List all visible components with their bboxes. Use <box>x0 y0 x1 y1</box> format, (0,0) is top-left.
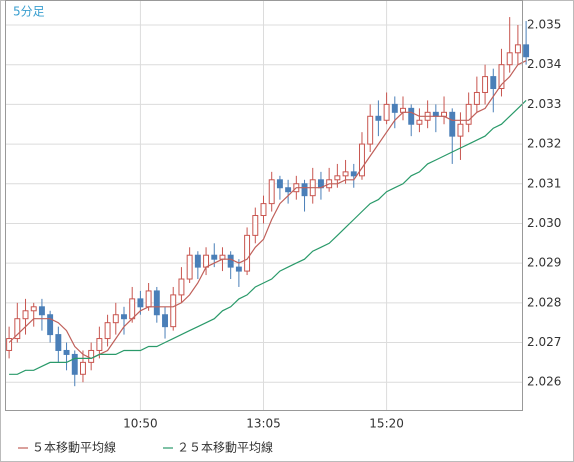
candle-body <box>170 294 177 328</box>
subtitle: 5分足 <box>13 5 45 19</box>
candle-body <box>260 203 267 217</box>
candle-body <box>523 44 530 58</box>
candle-body <box>457 123 464 137</box>
candle-body <box>498 64 505 90</box>
candle-body <box>227 254 234 268</box>
candle-body <box>359 143 365 177</box>
candle-body <box>121 314 127 320</box>
candle-body <box>490 76 497 90</box>
candle-body <box>194 254 201 268</box>
candle-body <box>432 111 439 117</box>
candle-body <box>268 179 275 205</box>
candle-body <box>88 349 95 363</box>
candle-body <box>383 103 390 121</box>
candle-body <box>276 179 283 189</box>
candle-body <box>334 175 341 181</box>
candle-body <box>285 187 292 193</box>
plot-area <box>5 0 530 410</box>
candle-body <box>375 115 382 121</box>
candle-body <box>30 306 37 312</box>
y-tick-label: 2.029 <box>527 256 561 270</box>
candle-body <box>137 298 144 308</box>
candle-body <box>391 103 398 113</box>
candle-body <box>153 290 160 316</box>
candle-body <box>96 338 103 351</box>
x-tick-label: 13:05 <box>246 417 281 431</box>
y-tick-label: 2.032 <box>527 137 561 151</box>
candle-body <box>38 306 45 316</box>
plot-border <box>5 0 523 411</box>
y-tick-label: 2.028 <box>527 295 561 309</box>
candle-body <box>408 107 415 125</box>
ma-line <box>9 99 527 375</box>
legend-label: ５本移動平均線 <box>32 440 116 455</box>
candle-body <box>22 310 29 320</box>
candle-body <box>14 318 21 340</box>
candle-body <box>244 234 251 272</box>
candle-body <box>449 111 456 137</box>
candle-body <box>342 171 349 177</box>
candle-body <box>211 254 218 260</box>
candle-body <box>71 353 78 375</box>
candle-body <box>162 314 168 328</box>
candle-body <box>473 91 480 105</box>
candle-body <box>301 183 308 197</box>
candle-body <box>482 76 489 93</box>
y-tick-label: 2.031 <box>527 176 561 190</box>
candle-body <box>350 171 357 177</box>
candle-body <box>252 215 259 236</box>
candle-body <box>47 314 54 336</box>
candle-body <box>514 44 521 54</box>
candle-body <box>178 278 185 296</box>
y-tick-label: 2.033 <box>527 97 561 111</box>
candle-body <box>79 361 86 375</box>
legend-label: ２５本移動平均線 <box>177 440 273 455</box>
candle-body <box>235 266 242 272</box>
candle-body <box>104 322 111 340</box>
candle-body <box>416 119 423 125</box>
candle-body <box>112 314 119 324</box>
candle-body <box>6 338 13 351</box>
x-tick-label: 10:50 <box>123 417 158 431</box>
candle-body <box>367 115 374 145</box>
candle-body <box>129 298 136 320</box>
y-tick-label: 2.035 <box>527 18 561 32</box>
y-tick-label: 2.030 <box>527 216 561 230</box>
y-tick-label: 2.034 <box>527 57 561 71</box>
candle-body <box>63 349 70 355</box>
candle-body <box>186 254 193 280</box>
x-tick-label: 15:20 <box>369 417 404 431</box>
y-tick-label: 2.027 <box>527 335 561 349</box>
candle-body <box>441 111 448 117</box>
candle-body <box>465 103 472 125</box>
candle-body <box>219 254 226 260</box>
candle-body <box>55 334 62 351</box>
candle-body <box>506 52 513 66</box>
y-tick-label: 2.026 <box>527 375 561 389</box>
candle-body <box>145 290 152 308</box>
candle-body <box>203 254 210 268</box>
